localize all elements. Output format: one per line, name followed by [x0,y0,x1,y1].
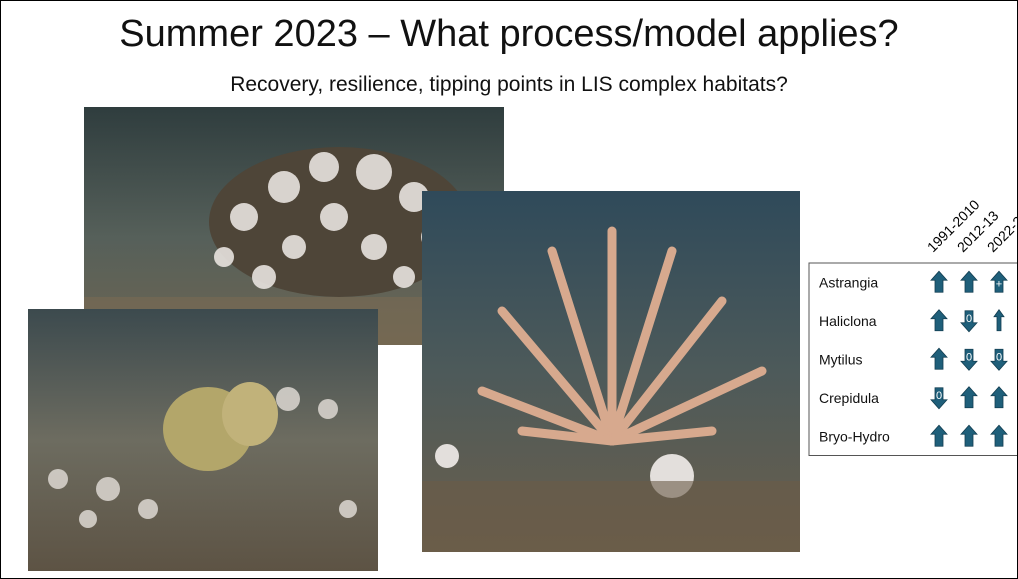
arrow-label: 0 [966,313,972,325]
photo-coral [28,309,378,571]
row-name: Crepidula [819,390,879,406]
trend-arrow [994,310,1004,331]
trend-arrow [961,425,977,446]
row-name: Haliclona [819,313,877,329]
trend-arrow [961,387,977,408]
trend-arrow [931,310,947,331]
arrow-label: 0 [966,351,972,363]
row-name: Mytilus [819,351,863,367]
trend-arrow [961,271,977,292]
title: Summer 2023 – What process/model applies… [1,13,1017,56]
trend-arrow [931,425,947,446]
trend-table: 1991-20102012-132022-2Astrangia+Haliclon… [801,141,1017,461]
trend-arrow [931,348,947,369]
photo-hydroid [422,191,800,552]
slide: Summer 2023 – What process/model applies… [0,0,1018,579]
arrow-label: 0 [996,351,1002,363]
arrow-label: + [996,278,1002,290]
subtitle: Recovery, resilience, tipping points in … [1,73,1017,97]
row-name: Bryo-Hydro [819,428,890,444]
row-name: Astrangia [819,274,878,290]
arrow-label: 0 [936,390,942,402]
trend-arrow [931,271,947,292]
trend-arrow [991,425,1007,446]
trend-arrow [991,387,1007,408]
